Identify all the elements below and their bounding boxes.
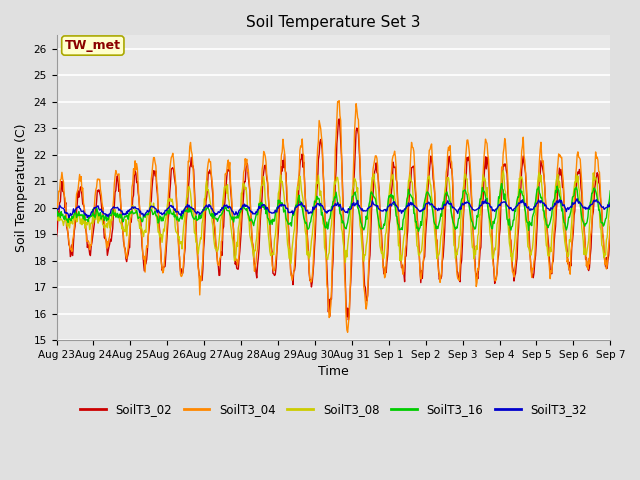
Text: TW_met: TW_met [65, 39, 121, 52]
Title: Soil Temperature Set 3: Soil Temperature Set 3 [246, 15, 420, 30]
Y-axis label: Soil Temperature (C): Soil Temperature (C) [15, 123, 28, 252]
X-axis label: Time: Time [318, 365, 349, 379]
Legend: SoilT3_02, SoilT3_04, SoilT3_08, SoilT3_16, SoilT3_32: SoilT3_02, SoilT3_04, SoilT3_08, SoilT3_… [75, 398, 592, 420]
